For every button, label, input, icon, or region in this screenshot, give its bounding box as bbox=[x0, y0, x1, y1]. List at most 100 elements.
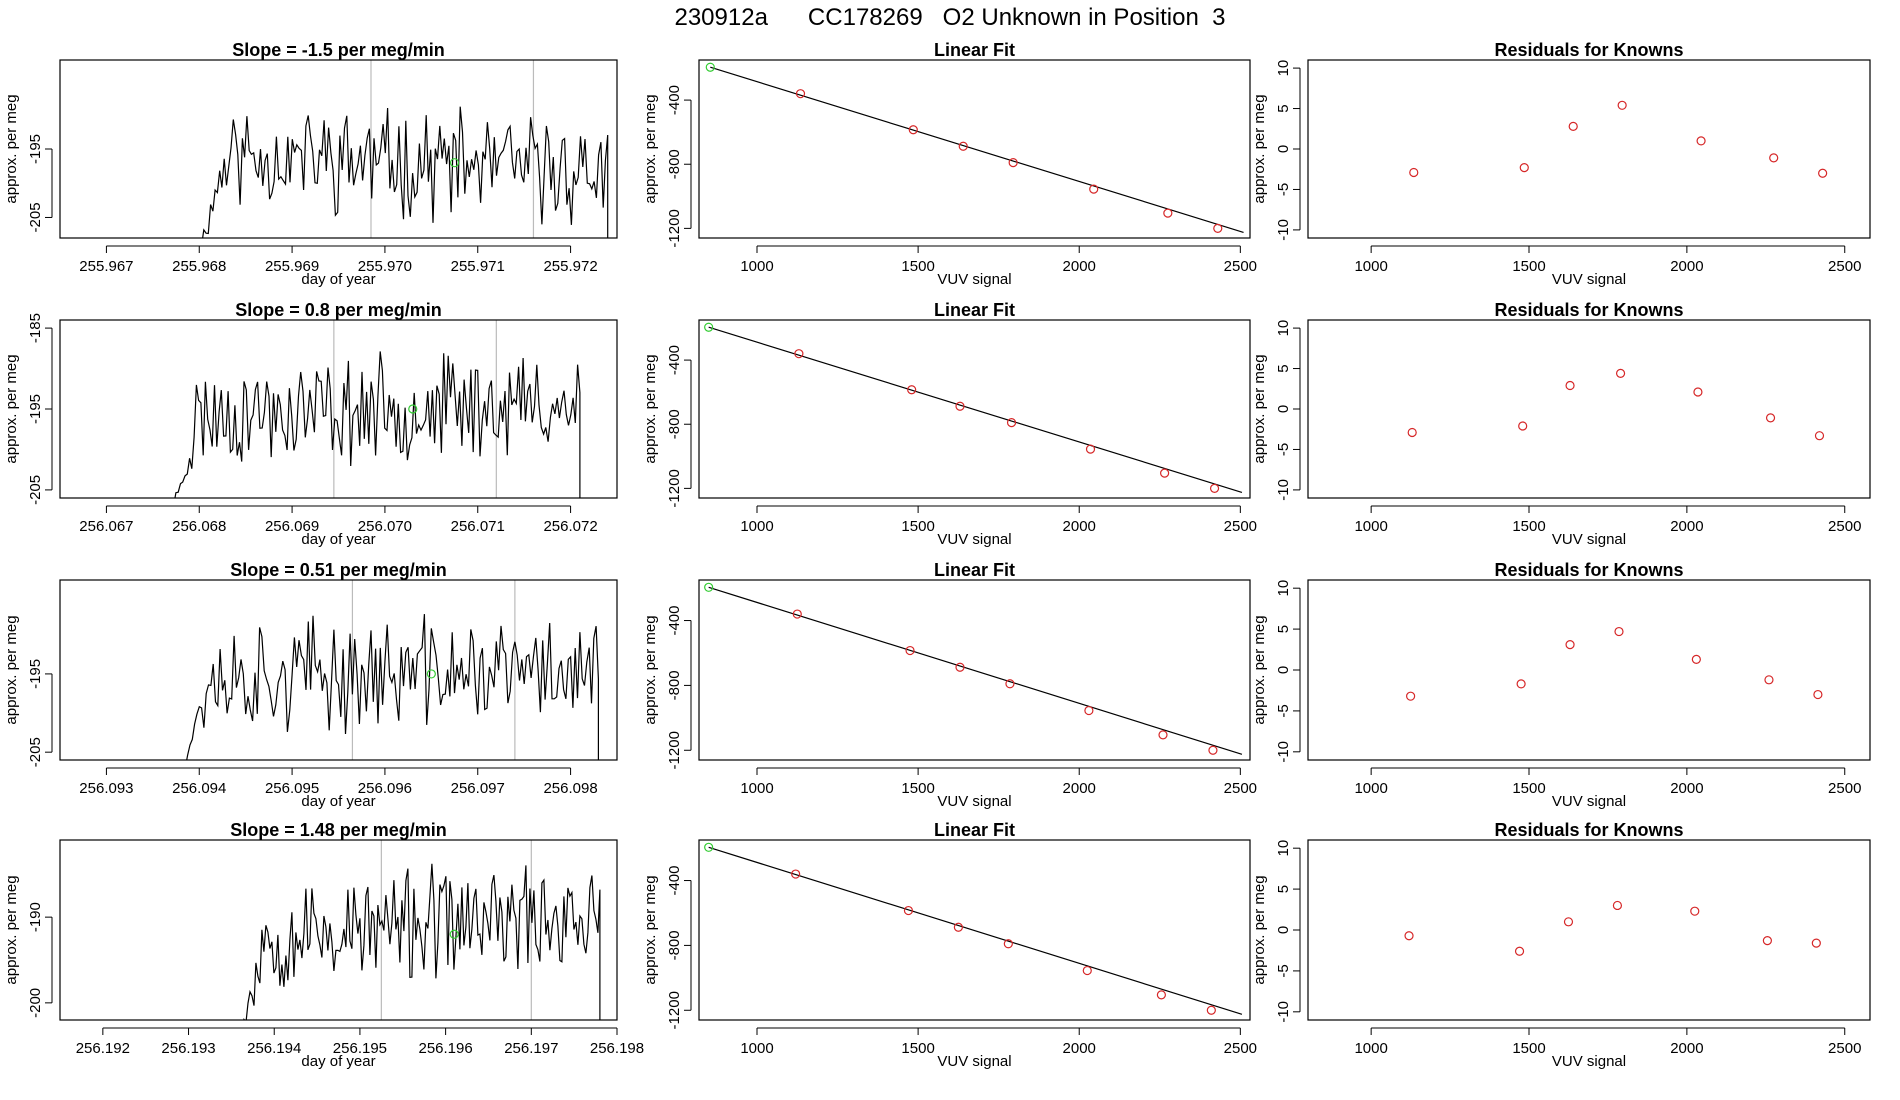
y-tick-label: 5 bbox=[1275, 364, 1292, 372]
known-point bbox=[1213, 223, 1223, 233]
x-tick-label: 2000 bbox=[1063, 780, 1096, 797]
known-point bbox=[1089, 184, 1099, 194]
unknown-point bbox=[704, 842, 714, 852]
unknown-point bbox=[704, 322, 714, 332]
y-tick-label: 5 bbox=[1275, 885, 1292, 893]
unknown-point bbox=[705, 62, 715, 72]
known-point bbox=[1208, 745, 1218, 755]
known-point bbox=[1158, 730, 1168, 740]
x-axis-label: VUV signal bbox=[1552, 793, 1626, 810]
x-tick-label: 1500 bbox=[901, 518, 934, 535]
y-axis-label: approx. per meg bbox=[642, 875, 659, 984]
x-tick-label: 1000 bbox=[740, 1040, 773, 1057]
plot-area bbox=[1406, 626, 1823, 701]
y-axis-label: approx. per meg bbox=[3, 354, 20, 463]
panel-title: Linear Fit bbox=[934, 560, 1015, 580]
x-tick-label: 255.967 bbox=[79, 258, 133, 275]
known-point bbox=[1209, 483, 1220, 493]
residual-point bbox=[1690, 906, 1700, 916]
plot-frame bbox=[698, 59, 1251, 239]
known-point bbox=[908, 125, 918, 135]
plot-frame bbox=[59, 839, 618, 1021]
known-point bbox=[953, 922, 963, 932]
y-tick-label: -10 bbox=[1275, 219, 1292, 241]
x-tick-label: 2500 bbox=[1828, 1040, 1861, 1057]
panel-title: Slope = 0.8 per meg/min bbox=[235, 300, 442, 320]
x-tick-label: 2500 bbox=[1224, 1040, 1257, 1057]
residual-point bbox=[1762, 936, 1772, 946]
residual-point bbox=[1612, 900, 1623, 911]
plot-frame bbox=[59, 579, 618, 761]
plot-area bbox=[704, 842, 1243, 1015]
x-tick-label: 2000 bbox=[1670, 1040, 1703, 1057]
known-point bbox=[955, 662, 965, 672]
known-point bbox=[958, 141, 968, 151]
panel-title: Residuals for Knowns bbox=[1494, 820, 1683, 840]
plot-frame bbox=[59, 59, 618, 239]
x-tick-label: 256.068 bbox=[172, 518, 226, 535]
y-tick-label: -400 bbox=[666, 866, 683, 896]
panel-title: Linear Fit bbox=[934, 820, 1015, 840]
x-axis-label: day of year bbox=[301, 271, 375, 288]
x-axis-label: VUV signal bbox=[1552, 271, 1626, 288]
y-tick-label: -800 bbox=[666, 930, 683, 960]
known-point bbox=[907, 385, 917, 395]
known-point bbox=[1206, 1005, 1216, 1015]
y-tick-label: -5 bbox=[1275, 964, 1292, 977]
x-tick-label: 2000 bbox=[1063, 1040, 1096, 1057]
x-tick-label: 256.194 bbox=[247, 1040, 301, 1057]
data-series-line bbox=[174, 351, 581, 498]
unknown-marker bbox=[449, 929, 459, 939]
x-tick-label: 2000 bbox=[1670, 780, 1703, 797]
plot-area bbox=[243, 840, 601, 1020]
x-tick-label: 1000 bbox=[1354, 258, 1387, 275]
plot-frame bbox=[59, 319, 618, 499]
x-tick-label: 1000 bbox=[740, 518, 773, 535]
x-tick-label: 1500 bbox=[1512, 780, 1545, 797]
x-tick-label: 256.070 bbox=[358, 518, 412, 535]
y-tick-label: 10 bbox=[1275, 320, 1292, 337]
residual-point bbox=[1696, 136, 1706, 146]
fit-line bbox=[708, 586, 1243, 755]
y-axis-label: approx. per meg bbox=[1251, 875, 1268, 984]
plot-area bbox=[1409, 100, 1828, 178]
known-point bbox=[1156, 990, 1166, 1000]
chart-panel-1: Slope = -1.5 per meg/min day of year appro… bbox=[3, 40, 618, 288]
x-tick-label: 1500 bbox=[901, 258, 934, 275]
y-tick-label: 5 bbox=[1275, 625, 1292, 633]
x-axis-label: day of year bbox=[301, 793, 375, 810]
x-tick-label: 2500 bbox=[1224, 780, 1257, 797]
residual-point bbox=[1693, 387, 1703, 397]
x-axis-label: day of year bbox=[301, 1053, 375, 1070]
data-series-line bbox=[243, 863, 601, 1020]
x-tick-label: 256.094 bbox=[172, 780, 226, 797]
chart-panel-6: Linear Fit VUV signal approx. per meg 1000 1… bbox=[642, 300, 1257, 548]
chart-panel-12: Residuals for Knowns VUV signal approx. pe… bbox=[1251, 820, 1871, 1070]
y-tick-label: -5 bbox=[1275, 183, 1292, 196]
y-tick-label: -5 bbox=[1275, 704, 1292, 717]
plot-frame bbox=[698, 579, 1251, 761]
panel-title: Slope = -1.5 per meg/min bbox=[232, 40, 445, 60]
y-axis-label: approx. per meg bbox=[642, 94, 659, 203]
unknown-marker bbox=[426, 669, 436, 679]
x-axis-label: VUV signal bbox=[1552, 1053, 1626, 1070]
y-tick-label: -1200 bbox=[666, 731, 683, 769]
plot-area bbox=[705, 62, 1244, 233]
x-tick-label: 2000 bbox=[1063, 258, 1096, 275]
y-tick-label: -800 bbox=[666, 670, 683, 700]
x-axis-label: day of year bbox=[301, 531, 375, 548]
known-point bbox=[1006, 418, 1017, 428]
x-tick-label: 1000 bbox=[1354, 1040, 1387, 1057]
y-tick-label: -1200 bbox=[666, 469, 683, 507]
y-tick-label: -1200 bbox=[666, 991, 683, 1029]
x-tick-label: 255.968 bbox=[172, 258, 226, 275]
y-tick-label: -5 bbox=[1275, 443, 1292, 456]
known-point bbox=[791, 869, 801, 879]
residual-point bbox=[1563, 917, 1574, 927]
y-axis-label: approx. per meg bbox=[1251, 94, 1268, 203]
x-tick-label: 255.970 bbox=[358, 258, 412, 275]
residual-point bbox=[1406, 691, 1416, 701]
y-tick-label: -10 bbox=[1275, 1001, 1292, 1023]
y-tick-label: -200 bbox=[27, 988, 44, 1018]
residual-point bbox=[1404, 931, 1414, 941]
